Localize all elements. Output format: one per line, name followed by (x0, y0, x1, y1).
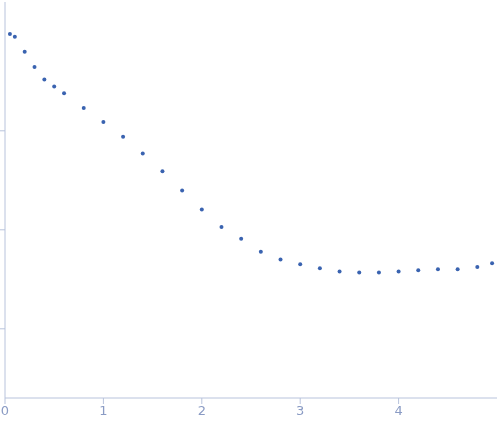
svg-text:1: 1 (99, 403, 107, 418)
svg-text:2: 2 (198, 403, 206, 418)
svg-text:0: 0 (8, 403, 9, 418)
svg-text:4: 4 (394, 403, 402, 418)
svg-text:3: 3 (296, 403, 304, 418)
